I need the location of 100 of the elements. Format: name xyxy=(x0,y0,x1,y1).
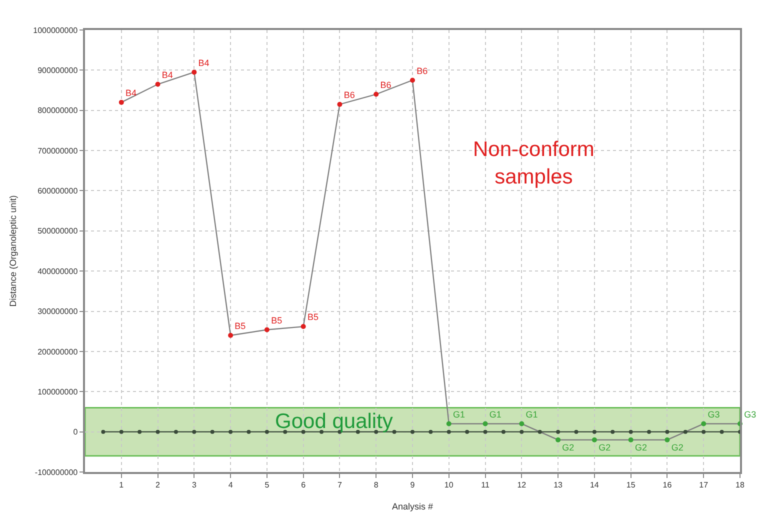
point xyxy=(628,430,633,434)
point xyxy=(410,430,414,434)
point xyxy=(156,430,160,434)
y-tick-label: 300000000 xyxy=(38,307,78,316)
data-label: G2 xyxy=(671,442,684,453)
y-tick-label: -100000000 xyxy=(34,468,78,477)
point xyxy=(628,437,634,442)
point xyxy=(283,430,288,434)
point xyxy=(665,430,670,434)
point xyxy=(174,430,178,434)
y-tick-label: 700000000 xyxy=(38,146,78,156)
point xyxy=(465,430,470,434)
x-tick-label: 1 xyxy=(119,480,124,490)
point xyxy=(192,70,197,75)
point xyxy=(610,430,615,434)
data-label: B4 xyxy=(198,58,210,68)
y-tick-label: 800000000 xyxy=(38,106,78,116)
point xyxy=(446,430,451,434)
x-tick-label: 10 xyxy=(444,480,454,490)
y-tick-label: 600000000 xyxy=(38,186,78,196)
point xyxy=(192,430,196,434)
x-tick-label: 7 xyxy=(337,480,342,490)
point xyxy=(228,430,233,434)
point xyxy=(264,327,270,332)
point xyxy=(210,430,214,434)
data-label: B6 xyxy=(416,66,428,76)
y-tick-label: 1000000000 xyxy=(33,26,78,35)
point xyxy=(664,437,670,442)
point xyxy=(556,437,561,442)
y-tick-label: 500000000 xyxy=(38,226,78,236)
annotation: Non-conform samples xyxy=(473,138,594,188)
y-tick-label: 400000000 xyxy=(38,266,78,276)
y-tick-label: 100000000 xyxy=(38,387,78,396)
data-label: G1 xyxy=(526,409,538,420)
point xyxy=(574,430,578,434)
x-tick-label: 11 xyxy=(481,480,490,490)
data-label: G3 xyxy=(744,409,756,420)
x-tick-label: 2 xyxy=(156,480,161,490)
point xyxy=(483,430,488,434)
x-tick-label: 5 xyxy=(264,480,270,490)
data-label: B5 xyxy=(234,321,246,332)
y-axis-title: Distance (Organoleptic unit) xyxy=(8,195,18,307)
x-tick-label: 12 xyxy=(517,480,527,490)
data-label: B4 xyxy=(162,70,173,80)
point xyxy=(337,102,342,107)
point xyxy=(701,421,706,426)
point xyxy=(647,430,652,434)
point xyxy=(374,92,379,97)
point xyxy=(519,421,524,426)
point xyxy=(520,430,524,434)
x-tick-label: 6 xyxy=(301,480,306,490)
x-tick-label: 3 xyxy=(192,480,197,490)
band-label: Good quality xyxy=(275,410,394,433)
point xyxy=(428,430,433,434)
point xyxy=(538,430,542,434)
data-label: B6 xyxy=(380,80,392,90)
point xyxy=(501,430,506,434)
point xyxy=(592,430,596,434)
point xyxy=(101,430,106,434)
x-tick-label: 13 xyxy=(554,480,564,490)
data-label: G2 xyxy=(562,442,574,453)
data-label: B5 xyxy=(307,312,318,322)
point xyxy=(482,421,488,426)
y-tick-label: 0 xyxy=(73,428,78,437)
data-label: B5 xyxy=(271,315,282,326)
data-label: G1 xyxy=(453,409,466,420)
point xyxy=(118,100,124,105)
data-label: B4 xyxy=(126,88,137,98)
point xyxy=(301,430,306,434)
point xyxy=(720,430,724,434)
y-tick-label: 200000000 xyxy=(38,347,78,356)
point xyxy=(683,430,688,434)
data-label: G2 xyxy=(634,442,647,453)
x-axis-title: Analysis # xyxy=(392,502,434,512)
point xyxy=(228,332,234,338)
data-label: G2 xyxy=(598,442,611,453)
point xyxy=(320,430,324,434)
data-label: B6 xyxy=(344,90,355,100)
data-label: G3 xyxy=(708,409,720,420)
point xyxy=(592,437,597,442)
point xyxy=(300,324,306,330)
point xyxy=(138,430,142,434)
x-tick-label: 9 xyxy=(410,480,416,490)
y-tick-label: 900000000 xyxy=(38,66,78,75)
point xyxy=(446,421,452,426)
data-label: G1 xyxy=(489,409,502,420)
point xyxy=(119,430,124,434)
x-tick-label: 8 xyxy=(374,480,379,490)
point xyxy=(702,430,706,434)
point xyxy=(556,430,560,434)
x-tick-label: 15 xyxy=(626,480,636,490)
x-tick-label: 18 xyxy=(736,480,745,490)
point xyxy=(246,430,251,434)
point xyxy=(264,430,269,434)
point xyxy=(155,82,160,87)
x-tick-label: 17 xyxy=(699,480,709,490)
point xyxy=(410,78,415,83)
x-tick-label: 16 xyxy=(662,480,672,490)
x-tick-label: 14 xyxy=(590,480,600,490)
x-tick-label: 4 xyxy=(228,480,234,490)
